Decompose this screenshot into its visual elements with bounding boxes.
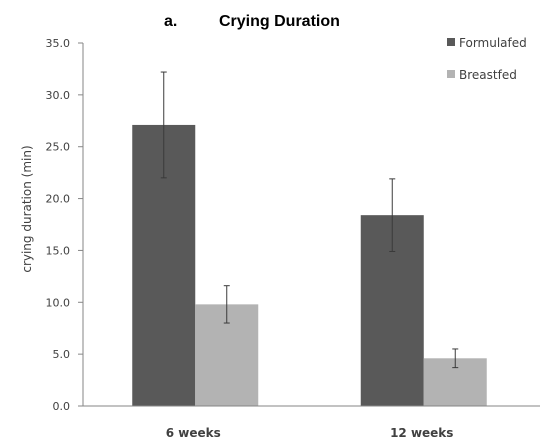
legend-label-breastfed: Breastfed <box>459 68 517 82</box>
y-tick-label: 30.0 <box>46 89 71 102</box>
bars <box>132 124 487 406</box>
axes <box>82 43 540 407</box>
error-bars <box>160 71 459 369</box>
category-labels: 6 weeks 12 weeks <box>166 426 454 440</box>
legend-swatch-formulafed <box>447 38 455 46</box>
y-tick-label: 0.0 <box>53 400 71 413</box>
x-category-label: 12 weeks <box>390 426 453 440</box>
y-tick-label: 10.0 <box>46 296 71 309</box>
y-tick-label: 15.0 <box>46 244 71 257</box>
x-category-label: 6 weeks <box>166 426 221 440</box>
legend: Formulafed Breastfed <box>447 36 527 82</box>
y-tick-label: 20.0 <box>46 193 71 206</box>
panel-label: a. <box>164 13 177 30</box>
y-tick-label: 35.0 <box>46 37 71 50</box>
y-axis-title: crying duration (min) <box>20 145 34 272</box>
legend-swatch-breastfed <box>447 70 455 78</box>
legend-label-formulafed: Formulafed <box>459 36 527 50</box>
y-axis-ticks: 0.0 5.0 10.0 15.0 20.0 25.0 30.0 35.0 <box>46 37 83 413</box>
chart-title: Crying Duration <box>219 13 340 30</box>
y-tick-label: 5.0 <box>53 348 71 361</box>
y-tick-label: 25.0 <box>46 141 71 154</box>
